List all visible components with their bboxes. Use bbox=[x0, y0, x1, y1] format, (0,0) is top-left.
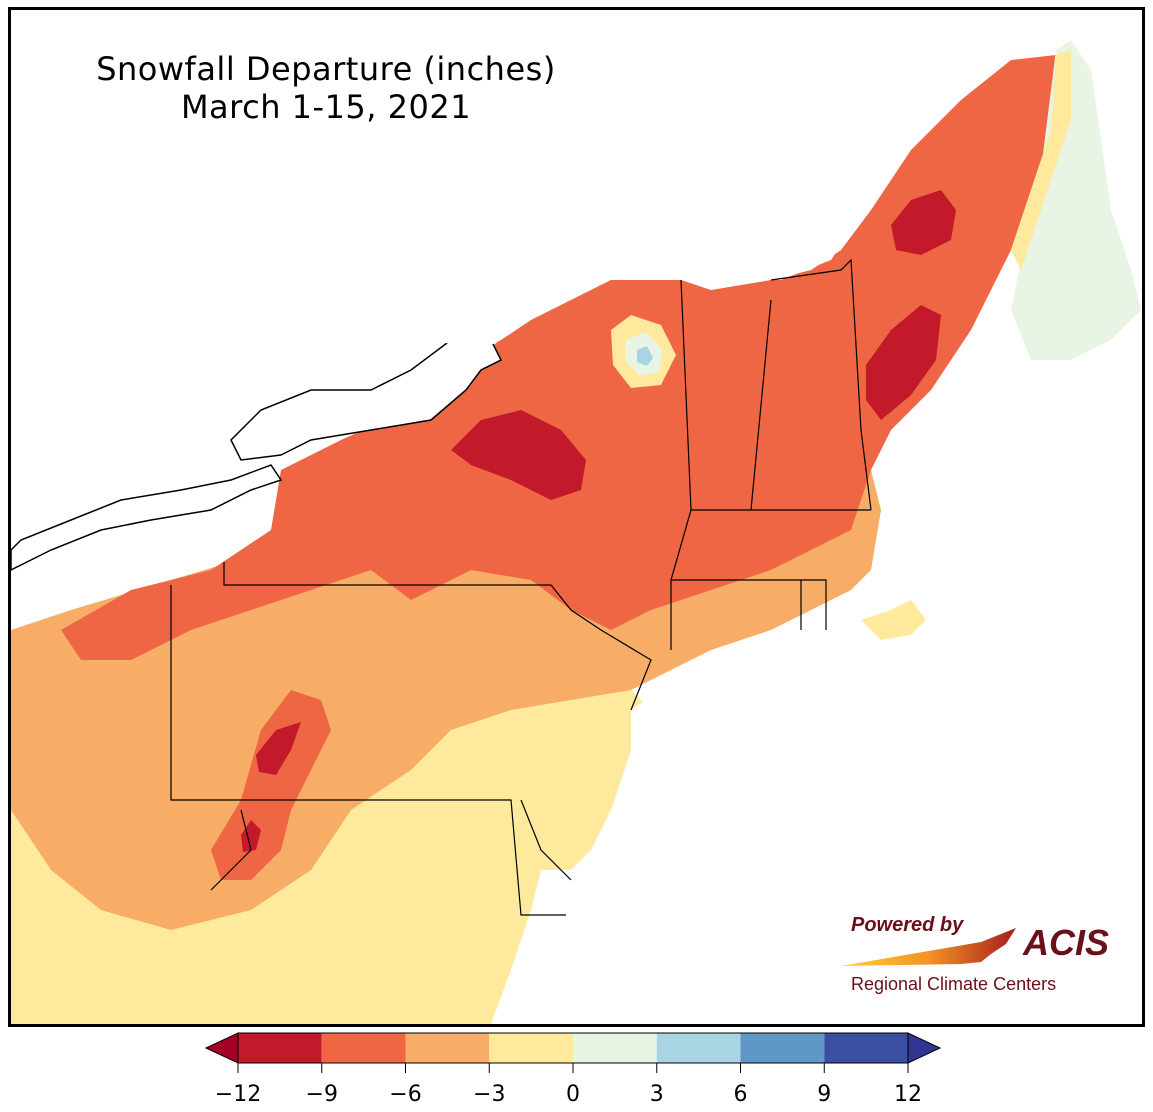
region-0-to-3-maine bbox=[1011, 40, 1141, 360]
region-neg12-to-neg9-me1 bbox=[891, 190, 956, 255]
colorbar-tick-label: 12 bbox=[894, 1082, 922, 1107]
region-3-to-6-adk bbox=[637, 346, 653, 366]
colorbar-tick-label: 0 bbox=[566, 1082, 580, 1107]
acis-swoosh-icon bbox=[841, 928, 1016, 966]
colorbar-legend: −12 −9 −6 −3 0 3 6 9 12 bbox=[200, 1030, 950, 1110]
region-neg9-to-neg6 bbox=[61, 55, 1056, 660]
colorbar-over-arrow bbox=[907, 1032, 942, 1064]
region-0-to-3-capecod bbox=[861, 600, 926, 640]
colorbar-tick-label: 6 bbox=[733, 1082, 748, 1107]
state-borders bbox=[170, 258, 872, 916]
region-neg12-to-neg9-me2 bbox=[866, 305, 941, 420]
region-neg12-to-neg9-ny bbox=[451, 410, 586, 500]
colorbar-tick-label: −6 bbox=[389, 1082, 422, 1107]
map-title-line1: Snowfall Departure (inches) bbox=[96, 50, 556, 88]
colorbar-bin bbox=[238, 1033, 322, 1063]
region-neg3-to-0-maine-strip bbox=[1011, 50, 1071, 270]
region-neg9-to-neg6-south bbox=[211, 690, 331, 880]
snowfall-departure-map bbox=[11, 10, 1142, 1024]
colorbar-scale bbox=[204, 1032, 942, 1073]
canada-area bbox=[11, 10, 961, 530]
colorbar-tick-label: 9 bbox=[817, 1082, 832, 1107]
colorbar-bin bbox=[740, 1033, 825, 1063]
colorbar-bin bbox=[573, 1033, 657, 1063]
colorbar-tick-label: −9 bbox=[305, 1082, 338, 1107]
colorbar-tick-label: −12 bbox=[214, 1082, 262, 1107]
colorbar-bin bbox=[321, 1033, 406, 1063]
colorbar-tick-label: 3 bbox=[649, 1082, 664, 1107]
colorbar-bin bbox=[489, 1033, 573, 1063]
map-panel: Snowfall Departure (inches) March 1-15, … bbox=[8, 7, 1145, 1027]
colorbar-under-arrow bbox=[204, 1032, 239, 1064]
acis-powered-by: Powered by bbox=[851, 914, 964, 936]
colorbar-bin bbox=[656, 1033, 741, 1063]
map-title: Snowfall Departure (inches) March 1-15, … bbox=[51, 50, 601, 126]
colorbar-tick-label: −3 bbox=[473, 1082, 506, 1107]
acis-name: ACIS bbox=[1023, 922, 1110, 963]
lake-erie bbox=[11, 464, 283, 571]
acis-subtitle: Regional Climate Centers bbox=[851, 974, 1057, 994]
atlantic-ocean bbox=[551, 440, 1142, 1024]
acis-logo: Powered by ACIS Regional Climate Centers bbox=[841, 910, 1131, 1010]
colorbar-bin bbox=[405, 1033, 490, 1063]
colorbar-bin bbox=[824, 1033, 908, 1063]
region-neg6-to-neg3 bbox=[11, 260, 881, 930]
region-neg12-to-neg9-pa bbox=[256, 722, 301, 775]
map-title-line2: March 1-15, 2021 bbox=[180, 88, 472, 126]
